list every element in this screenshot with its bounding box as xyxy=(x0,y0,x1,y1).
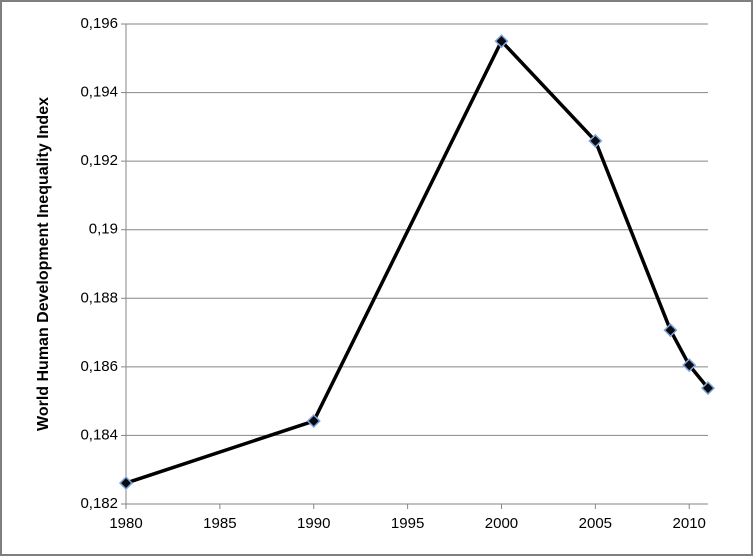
marker xyxy=(494,34,509,49)
marker xyxy=(306,413,321,429)
x-tick-label: 2010 xyxy=(673,515,706,532)
x-tick-label: 1980 xyxy=(109,515,142,532)
marker xyxy=(663,323,678,338)
x-tick-label: 2000 xyxy=(485,515,518,532)
y-tick-label: 0,184 xyxy=(80,426,118,443)
marker xyxy=(588,133,603,148)
x-tick-label: 1990 xyxy=(297,515,330,532)
marker xyxy=(682,358,697,373)
x-tick-label: 1985 xyxy=(203,515,236,532)
y-tick-label: 0,196 xyxy=(80,15,118,32)
y-tick-label: 0,186 xyxy=(80,358,118,375)
y-tick-label: 0,192 xyxy=(80,152,118,169)
x-tick-label: 2005 xyxy=(579,515,612,532)
y-axis-label: World Human Development Inequality Index xyxy=(35,97,52,431)
marker xyxy=(118,476,134,491)
y-tick-label: 0,188 xyxy=(80,289,118,306)
y-tick-label: 0,182 xyxy=(80,495,118,512)
y-tick-label: 0,194 xyxy=(80,84,118,101)
x-tick-label: 1995 xyxy=(391,515,424,532)
marker xyxy=(700,381,716,396)
y-tick-label: 0,19 xyxy=(89,221,118,238)
